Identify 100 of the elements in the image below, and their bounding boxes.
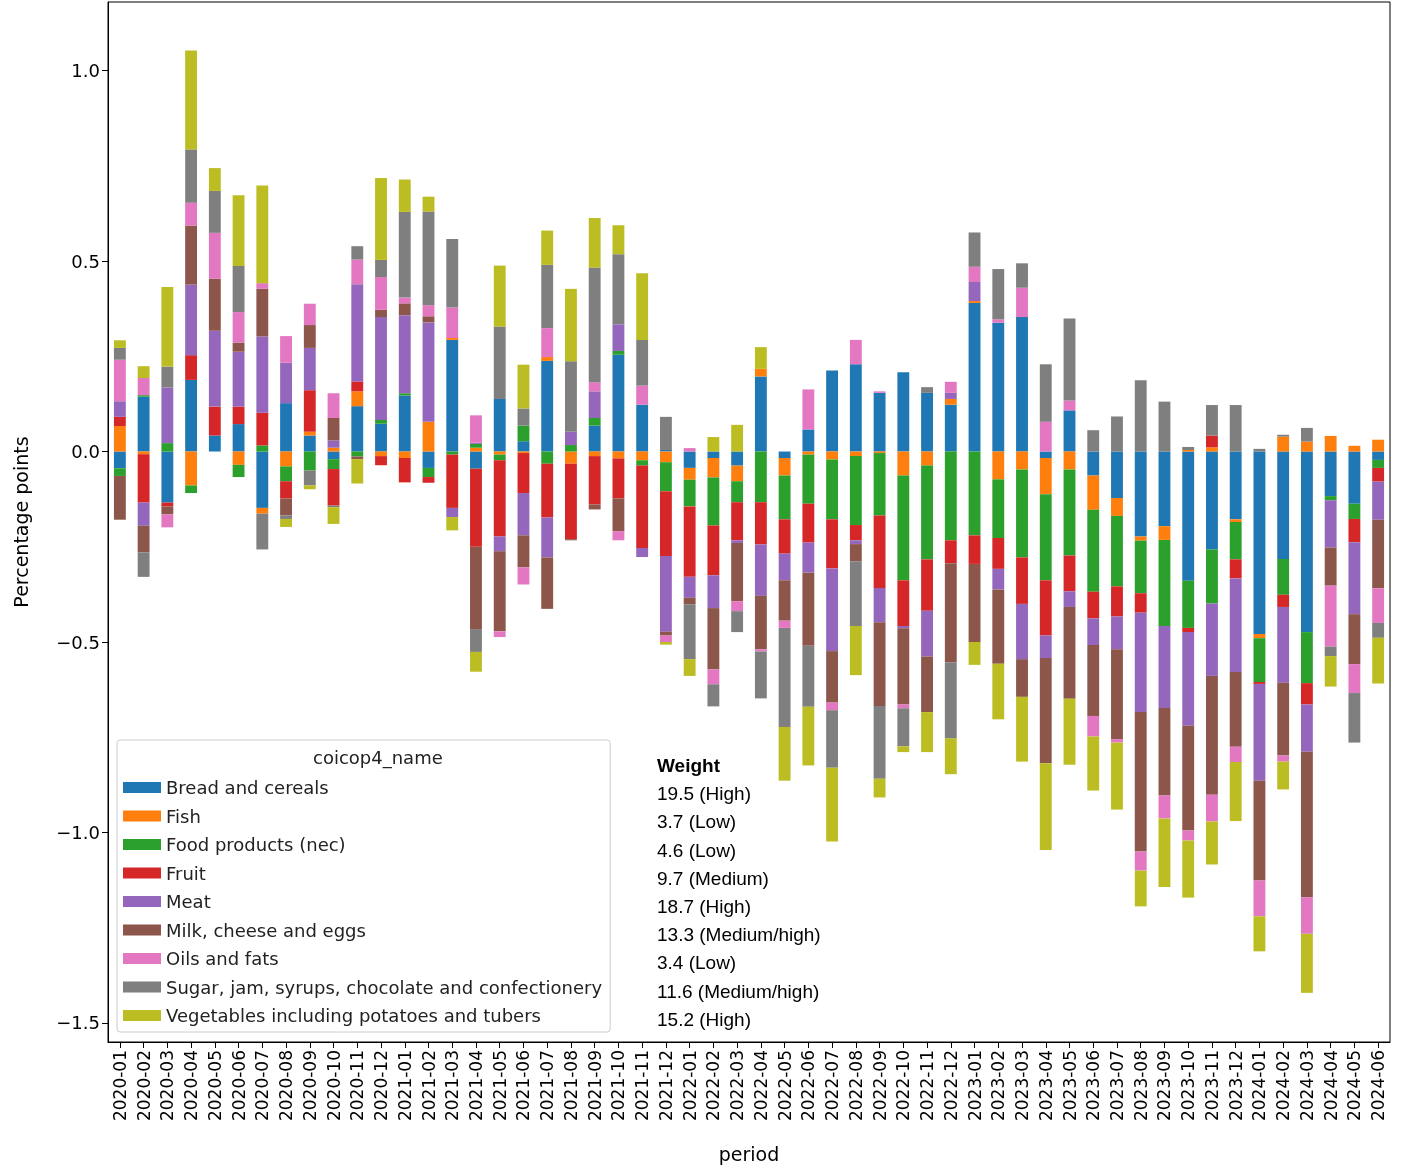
bar bbox=[1087, 509, 1100, 592]
bar bbox=[327, 459, 340, 470]
bar bbox=[398, 395, 411, 452]
bar bbox=[303, 390, 316, 432]
y-tick-label: −0.5 bbox=[56, 631, 100, 653]
bar bbox=[1134, 612, 1147, 713]
bar bbox=[1039, 580, 1052, 636]
bar bbox=[1182, 830, 1195, 841]
bar bbox=[1182, 451, 1195, 581]
bar bbox=[1087, 451, 1100, 476]
bar bbox=[1016, 317, 1028, 452]
bar bbox=[565, 445, 577, 452]
x-tick-label: 2020-10 bbox=[323, 1050, 344, 1122]
bar bbox=[398, 458, 411, 483]
bar bbox=[778, 620, 791, 628]
x-tick-label: 2021-06 bbox=[513, 1050, 534, 1122]
y-tick-label: 0.0 bbox=[71, 441, 100, 463]
bar bbox=[683, 448, 696, 452]
x-tick-label: 2020-03 bbox=[157, 1050, 178, 1122]
bar bbox=[113, 340, 126, 348]
x-tick-label: 2023-12 bbox=[1225, 1050, 1246, 1122]
bar bbox=[1277, 682, 1290, 756]
bar bbox=[493, 398, 506, 452]
bar bbox=[1229, 672, 1242, 747]
bar bbox=[398, 451, 411, 458]
bar bbox=[137, 552, 150, 577]
bar bbox=[992, 451, 1005, 480]
bar bbox=[351, 259, 364, 285]
x-tick-label: 2022-01 bbox=[679, 1050, 700, 1122]
bar bbox=[802, 706, 815, 766]
bar bbox=[327, 469, 340, 506]
bar bbox=[375, 423, 387, 452]
bar bbox=[1206, 447, 1218, 452]
bar bbox=[683, 576, 696, 598]
bar bbox=[1158, 451, 1171, 527]
bar bbox=[137, 366, 150, 378]
x-tick-label: 2020-04 bbox=[181, 1050, 202, 1122]
bar bbox=[493, 536, 506, 552]
bar bbox=[921, 656, 933, 713]
bar bbox=[944, 662, 957, 739]
x-tick-label: 2023-06 bbox=[1083, 1050, 1104, 1122]
bar bbox=[731, 424, 744, 452]
bar bbox=[1182, 725, 1195, 831]
bar bbox=[1206, 549, 1218, 604]
x-tick-label: 2024-02 bbox=[1273, 1050, 1294, 1122]
bar bbox=[873, 778, 886, 798]
x-tick-label: 2022-03 bbox=[727, 1050, 748, 1122]
bar bbox=[422, 305, 435, 317]
bar bbox=[1063, 400, 1076, 411]
bar bbox=[303, 303, 316, 326]
bar bbox=[873, 515, 886, 588]
bar bbox=[446, 238, 459, 308]
bar bbox=[208, 406, 221, 436]
bar bbox=[659, 451, 672, 463]
bar bbox=[778, 451, 791, 458]
x-tick-label: 2020-07 bbox=[252, 1050, 273, 1122]
bar bbox=[446, 339, 459, 452]
bar bbox=[1348, 451, 1361, 504]
bar bbox=[897, 475, 910, 581]
legend-label: Meat bbox=[166, 891, 211, 912]
bar bbox=[256, 283, 269, 289]
bar bbox=[1300, 683, 1313, 705]
bar bbox=[113, 347, 126, 360]
bar bbox=[1300, 451, 1313, 633]
bar bbox=[280, 451, 292, 467]
bar bbox=[470, 651, 482, 672]
bar bbox=[161, 514, 174, 528]
bar bbox=[232, 351, 245, 407]
bar bbox=[1206, 435, 1218, 448]
bar bbox=[256, 288, 269, 337]
x-tick-label: 2020-01 bbox=[109, 1050, 130, 1122]
bar bbox=[1348, 503, 1361, 519]
bar bbox=[256, 185, 269, 284]
bar bbox=[778, 458, 791, 476]
bar bbox=[1277, 606, 1290, 683]
bar bbox=[446, 307, 459, 338]
legend-label: Bread and cereals bbox=[166, 777, 329, 798]
bar bbox=[422, 211, 435, 306]
bar bbox=[1016, 659, 1028, 697]
bar bbox=[826, 370, 839, 452]
bar bbox=[968, 232, 981, 267]
bar bbox=[232, 451, 245, 465]
bar bbox=[303, 485, 316, 490]
bar bbox=[280, 481, 292, 499]
x-tick-label: 2020-11 bbox=[347, 1050, 368, 1122]
y-tick-label: 0.5 bbox=[71, 250, 100, 272]
x-tick-label: 2021-04 bbox=[465, 1050, 486, 1122]
annotation: 11.6 (Medium/high) bbox=[657, 980, 820, 1002]
bar bbox=[1300, 441, 1313, 452]
bar bbox=[1372, 481, 1385, 520]
x-tick-label: 2024-05 bbox=[1344, 1050, 1365, 1122]
bar bbox=[1087, 591, 1100, 619]
bar bbox=[208, 168, 221, 191]
x-tick-label: 2023-04 bbox=[1035, 1050, 1056, 1122]
bar bbox=[1016, 603, 1028, 660]
bar bbox=[1300, 704, 1313, 752]
bar bbox=[1063, 591, 1076, 607]
bar bbox=[1016, 696, 1028, 762]
bar bbox=[1063, 410, 1076, 452]
bar bbox=[873, 622, 886, 706]
